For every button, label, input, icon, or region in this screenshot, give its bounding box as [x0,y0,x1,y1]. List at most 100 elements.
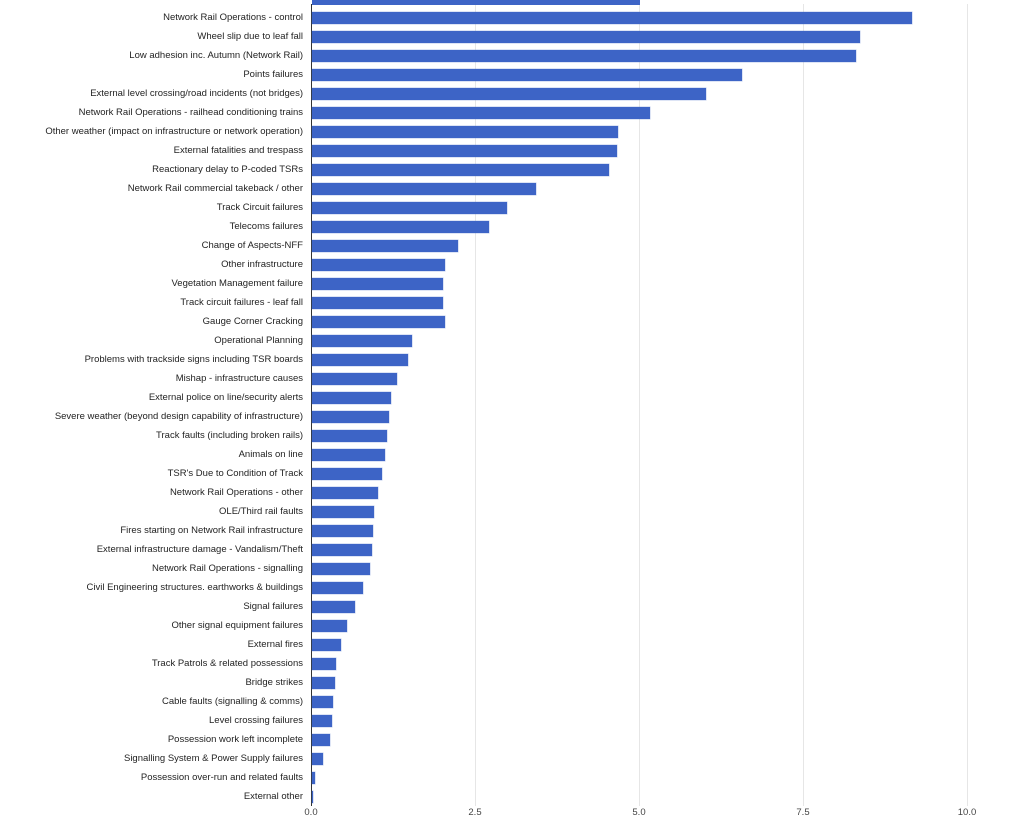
bar[interactable] [312,752,323,765]
bar[interactable] [312,49,856,62]
bar[interactable] [312,657,336,670]
bar-row: Wheel slip due to leaf fall [0,27,1024,46]
bar-row: Bridge strikes [0,673,1024,692]
category-label: Possession work left incomplete [167,734,303,745]
bar-row: Signalling System & Power Supply failure… [0,749,1024,768]
bar[interactable] [312,391,391,404]
bar[interactable] [312,524,373,537]
gridline-x-5.0 [639,4,640,806]
bar-row: Points failures [0,65,1024,84]
bar-row: External police on line/security alerts [0,388,1024,407]
bar[interactable] [312,201,507,214]
bar[interactable] [312,258,445,271]
category-label: External infrastructure damage - Vandali… [96,544,303,555]
category-label: Civil Engineering structures. earthworks… [86,582,304,593]
bar-row: External other [0,787,1024,806]
bar[interactable] [312,733,330,746]
bar[interactable] [312,296,443,309]
bar-row: Vegetation Management failure [0,274,1024,293]
x-tick-label: 2.5 [468,807,482,818]
category-label: Cable faults (signalling & comms) [162,696,303,707]
bar-row: Civil Engineering structures. earthworks… [0,578,1024,597]
bar-row: External fires [0,635,1024,654]
category-label: Mishap - infrastructure causes [175,373,303,384]
bar-row: OLE/Third rail faults [0,502,1024,521]
bar-row: Network Rail commercial takeback / other [0,179,1024,198]
bar-row: Mishap - infrastructure causes [0,369,1024,388]
bar[interactable] [312,505,374,518]
category-label: OLE/Third rail faults [219,506,303,517]
bar[interactable] [312,429,387,442]
bar-row: Animals on line [0,445,1024,464]
bar[interactable] [312,486,378,499]
bar[interactable] [312,467,382,480]
bar[interactable] [312,30,860,43]
bar[interactable] [312,581,363,594]
bar[interactable] [312,334,412,347]
bar[interactable] [312,562,370,575]
bar-row: External level crossing/road incidents (… [0,84,1024,103]
bar[interactable] [312,790,313,803]
bar[interactable] [312,144,617,157]
category-label: Fires starting on Network Rail infrastru… [120,525,303,536]
bar-row: Possession work left incomplete [0,730,1024,749]
bar-row: Track Circuit failures [0,198,1024,217]
category-label: Other weather (impact on infrastructure … [45,126,303,137]
bar[interactable] [312,638,341,651]
bar-row: Network Rail Operations - other [0,483,1024,502]
bar-row: Fires starting on Network Rail infrastru… [0,521,1024,540]
bar[interactable] [312,106,650,119]
bar[interactable] [312,410,389,423]
bar-row: Level crossing failures [0,711,1024,730]
bar-row: Signal failures [0,597,1024,616]
category-label: Track Circuit failures [216,202,303,213]
category-label: External fatalities and trespass [173,145,303,156]
bar-row: External infrastructure damage - Vandali… [0,540,1024,559]
bar[interactable] [312,676,335,689]
bar[interactable] [312,182,536,195]
bar[interactable] [312,277,443,290]
bar[interactable] [312,125,618,138]
gridline-x-7.5 [803,4,804,806]
bar[interactable] [312,239,458,252]
bar[interactable] [312,11,912,24]
bar[interactable] [312,220,489,233]
bar[interactable] [312,315,445,328]
bar[interactable] [312,771,315,784]
category-label: External fires [247,639,303,650]
bar[interactable] [312,163,609,176]
bar[interactable] [312,87,706,100]
category-label: Severe weather (beyond design capability… [54,411,303,422]
bar[interactable] [312,448,385,461]
bar[interactable] [312,619,347,632]
bar-row: Network Rail Operations - signalling [0,559,1024,578]
category-label: Vegetation Management failure [171,278,303,289]
bar[interactable] [312,600,355,613]
x-tick-label: 7.5 [796,807,810,818]
bar-row: Other infrastructure [0,255,1024,274]
category-label: TSR's Due to Condition of Track [167,468,303,479]
bar-row: Other weather (impact on infrastructure … [0,122,1024,141]
category-label: Bridge strikes [245,677,303,688]
bar[interactable] [312,714,332,727]
bar[interactable] [312,695,333,708]
bar[interactable] [312,372,397,385]
clipped-top-bar [312,0,640,5]
category-label: Change of Aspects-NFF [201,240,303,251]
bar-row: Reactionary delay to P-coded TSRs [0,160,1024,179]
bar-row: TSR's Due to Condition of Track [0,464,1024,483]
category-label: Gauge Corner Cracking [202,316,303,327]
bar-row: Operational Planning [0,331,1024,350]
bar[interactable] [312,543,372,556]
bar-row: Severe weather (beyond design capability… [0,407,1024,426]
bar-row: Track circuit failures - leaf fall [0,293,1024,312]
category-label: Wheel slip due to leaf fall [197,31,303,42]
bar-row: Change of Aspects-NFF [0,236,1024,255]
x-tick-label: 0.0 [304,807,318,818]
bar[interactable] [312,353,408,366]
bar-row: External fatalities and trespass [0,141,1024,160]
category-label: External level crossing/road incidents (… [90,88,303,99]
category-label: Low adhesion inc. Autumn (Network Rail) [129,50,303,61]
bar[interactable] [312,68,742,81]
category-label: Network Rail commercial takeback / other [127,183,303,194]
